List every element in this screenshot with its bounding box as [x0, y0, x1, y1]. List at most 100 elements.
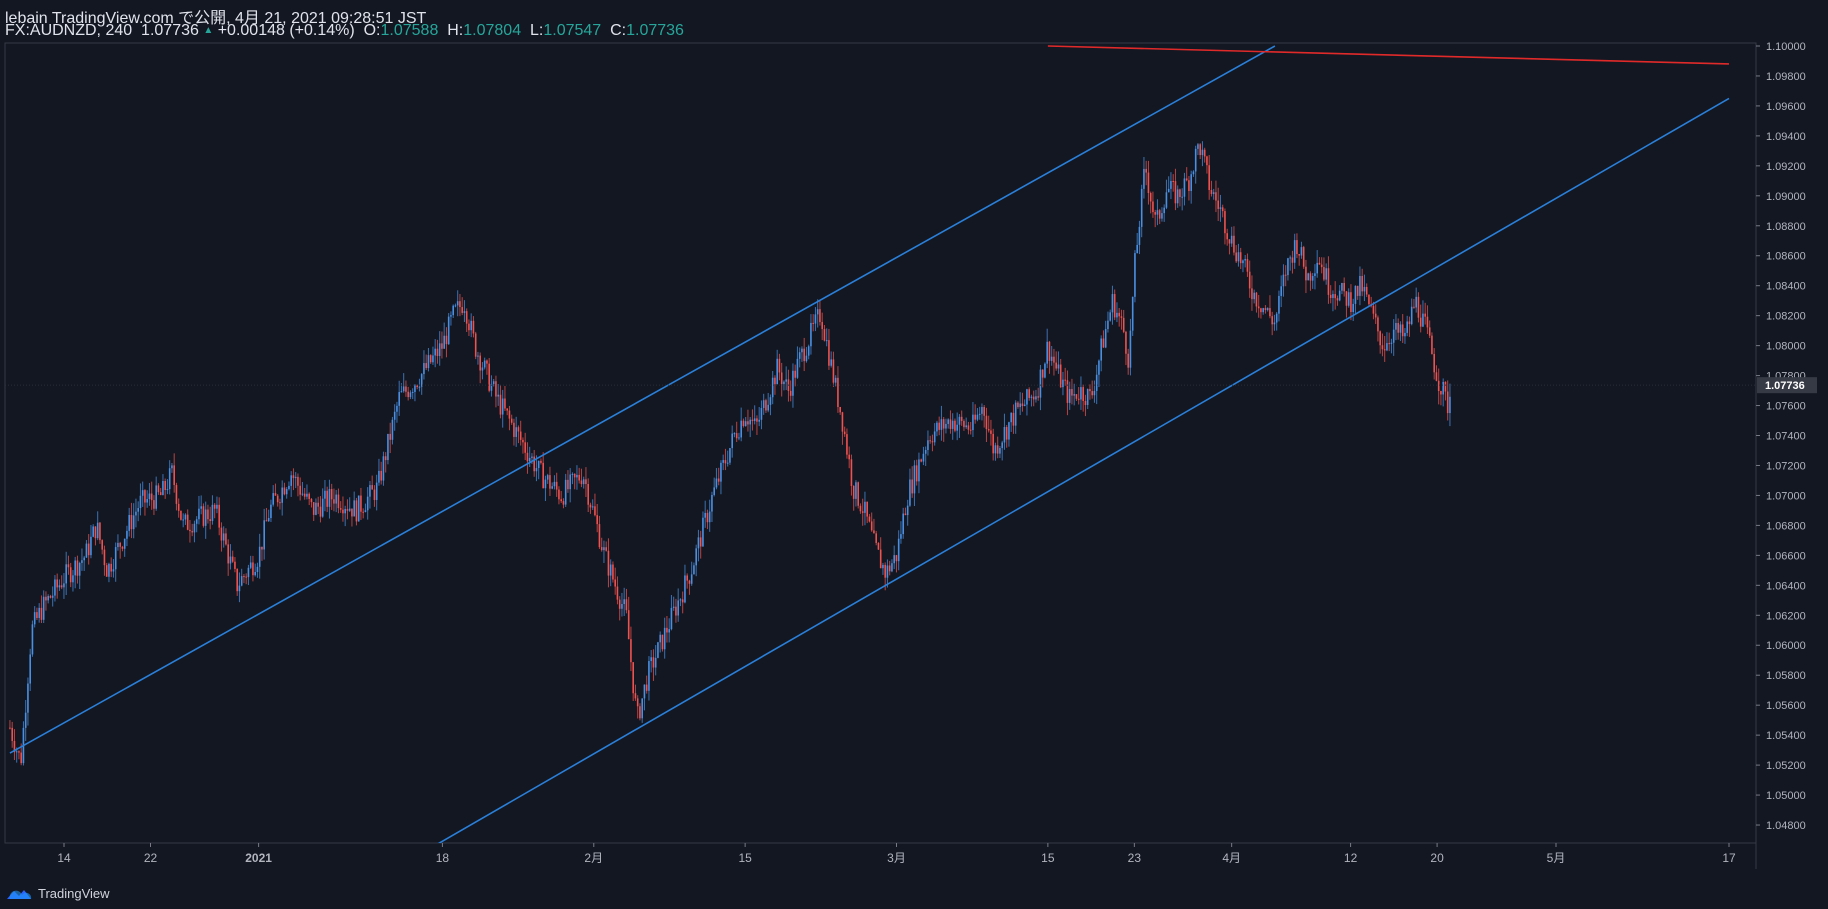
candle	[585, 479, 587, 484]
candle	[510, 418, 513, 423]
candle	[263, 520, 265, 550]
candle	[463, 311, 466, 313]
channel-lower-trendline[interactable]	[432, 97, 1730, 847]
candle	[301, 493, 304, 495]
candle	[414, 385, 416, 392]
candle	[261, 546, 263, 550]
candle	[344, 509, 346, 514]
candle	[362, 511, 364, 513]
candle	[1347, 292, 1350, 306]
candle	[1183, 178, 1186, 197]
candle	[864, 501, 866, 513]
candle	[121, 546, 124, 549]
candle	[996, 445, 999, 454]
candle	[922, 453, 925, 462]
symbol-interval[interactable]: FX:AUDNZD, 240	[5, 22, 133, 39]
candle	[1350, 292, 1352, 313]
candle	[247, 567, 250, 578]
candle	[513, 422, 515, 437]
candle	[1374, 313, 1377, 318]
candle	[445, 335, 448, 345]
candle	[693, 565, 695, 575]
candle	[472, 320, 475, 334]
candle	[110, 563, 112, 572]
candle	[875, 533, 877, 543]
x-tick-label: 15	[738, 851, 752, 865]
candle	[913, 465, 916, 494]
footer[interactable]: TradingView	[6, 886, 110, 901]
candle	[1314, 273, 1316, 276]
candle	[1266, 308, 1269, 311]
candle	[886, 565, 889, 578]
candle	[1129, 330, 1132, 368]
candles-layer	[9, 141, 1451, 766]
candle	[1248, 271, 1251, 289]
candle	[76, 560, 79, 576]
price-axis[interactable]: 1.04800 1.05000 1.05200 1.05400 1.05600 1.058…	[1756, 41, 1806, 832]
candle	[614, 579, 616, 587]
candle	[627, 610, 630, 640]
candle	[508, 410, 511, 419]
candle	[906, 505, 909, 516]
candle	[452, 305, 454, 316]
candle	[859, 505, 862, 512]
candle	[1253, 292, 1255, 300]
resistance-trendline[interactable]	[1047, 45, 1730, 65]
candle	[400, 391, 403, 393]
candle	[1086, 389, 1089, 405]
candle	[778, 358, 781, 373]
candle	[978, 413, 981, 415]
x-tick-label: 14	[57, 851, 71, 865]
last-price-label: 1.07736	[1765, 380, 1805, 392]
candle	[830, 359, 832, 366]
candle	[625, 599, 628, 611]
candle	[9, 727, 11, 729]
candle	[722, 460, 724, 463]
candle	[616, 586, 619, 600]
candle	[504, 398, 506, 409]
y-tick-label: 1.09000	[1766, 191, 1806, 203]
time-axis[interactable]: 14 22 2021 18 2月 15 3月 15 23 4月 12 20 5月 17	[57, 843, 1736, 865]
candle	[1269, 308, 1271, 317]
candle	[1107, 320, 1109, 330]
candle	[1237, 252, 1240, 262]
x-tick-label: 3月	[887, 851, 906, 865]
candle	[1354, 285, 1357, 304]
y-tick-label: 1.09400	[1766, 131, 1806, 143]
candle	[706, 512, 709, 523]
candle	[681, 599, 684, 603]
candle	[1017, 402, 1019, 408]
candle	[711, 494, 713, 512]
channel-upper-trendline[interactable]	[9, 45, 1276, 754]
candle	[137, 508, 139, 512]
candle	[870, 521, 873, 531]
candle	[519, 431, 522, 440]
candle	[15, 751, 18, 753]
candle	[85, 543, 88, 558]
open-label: O:	[363, 22, 381, 39]
candle	[1417, 296, 1420, 318]
candle	[846, 434, 848, 455]
candle	[402, 386, 405, 392]
candle	[366, 496, 369, 511]
x-tick-label: 2021	[245, 851, 272, 865]
candle	[267, 518, 270, 522]
candle	[569, 474, 571, 490]
candle	[528, 457, 531, 462]
candle	[1361, 276, 1363, 292]
candle	[670, 607, 673, 630]
candle	[1428, 327, 1431, 336]
candle	[1003, 427, 1006, 443]
candle	[1179, 189, 1181, 198]
candle	[1260, 308, 1262, 313]
candle	[378, 470, 380, 483]
candle	[175, 485, 178, 504]
candle	[29, 654, 31, 684]
candle	[1122, 317, 1125, 332]
candle	[144, 490, 146, 503]
candle	[200, 506, 202, 509]
candle	[276, 495, 279, 503]
trendlines-layer[interactable]	[9, 45, 1730, 847]
candle	[346, 509, 349, 511]
